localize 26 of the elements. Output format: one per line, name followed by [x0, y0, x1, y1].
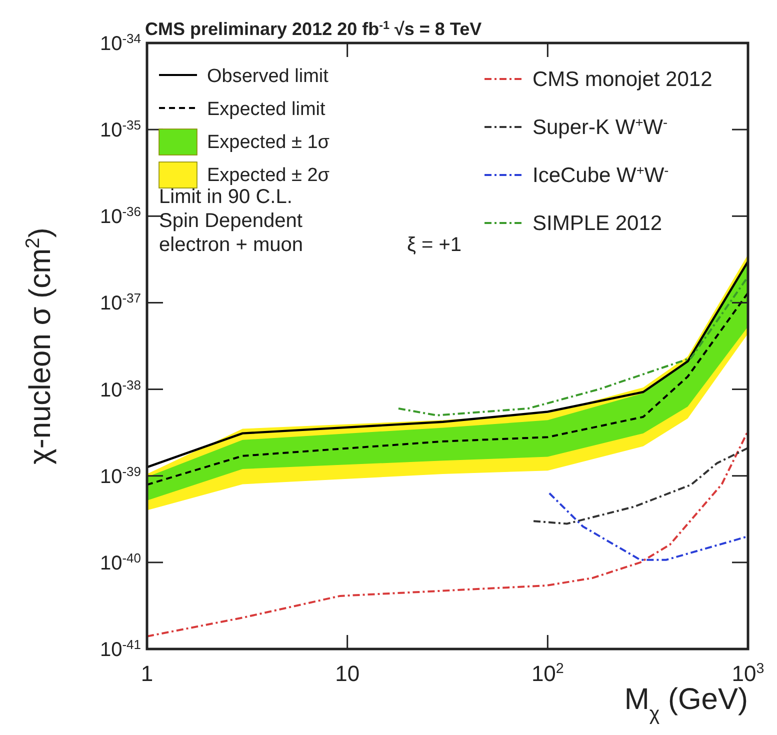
annotation: Limit in 90 C.L. — [159, 186, 292, 208]
legend-label: Expected ± 2σ — [207, 165, 330, 186]
y-tick-label: 10$^{-38}$ — [100, 376, 141, 402]
legend-label: IceCube W$^{+}$W$^{-}$ — [532, 162, 669, 187]
y-tick-label: 10$^{-36}$ — [100, 204, 141, 228]
y-tick-label: 10$^{-39}$ — [100, 463, 141, 488]
legend-label: SIMPLE 2012 — [532, 212, 662, 235]
y-tick-label: 10$^{-35}$ — [100, 117, 141, 142]
legend-label: Observed limit — [207, 66, 330, 87]
legend-label: Super-K W$^{+}$W$^{-}$ — [532, 114, 668, 139]
y-tick-label: 10$^{-34}$ — [100, 30, 141, 55]
x-tick-label: 10$^{3}$ — [732, 661, 764, 686]
annotation: Spin Dependent — [159, 210, 303, 232]
annotation: electron + muon — [159, 234, 303, 256]
y-tick-label: 10$^{-40}$ — [100, 550, 141, 574]
annotation: ξ = +1 — [407, 234, 462, 256]
legend-label: Expected ± 1σ — [207, 132, 330, 153]
legend-label: CMS monojet 2012 — [532, 68, 712, 91]
chart-title: CMS preliminary 2012 20 fb$^{-1}$ √s = 8 TeV — [145, 18, 482, 39]
y-tick-label: 10$^{-37}$ — [100, 290, 141, 315]
x-tick-label: 10 — [335, 661, 360, 686]
x-tick-label: 10$^{2}$ — [531, 661, 564, 686]
x-axis-title: M$_{χ}$ (GeV) — [624, 683, 748, 725]
y-tick-label: 10$^{-41}$ — [100, 636, 141, 661]
x-tick-label: 1 — [140, 661, 154, 686]
legend-label: Expected limit — [207, 99, 326, 120]
